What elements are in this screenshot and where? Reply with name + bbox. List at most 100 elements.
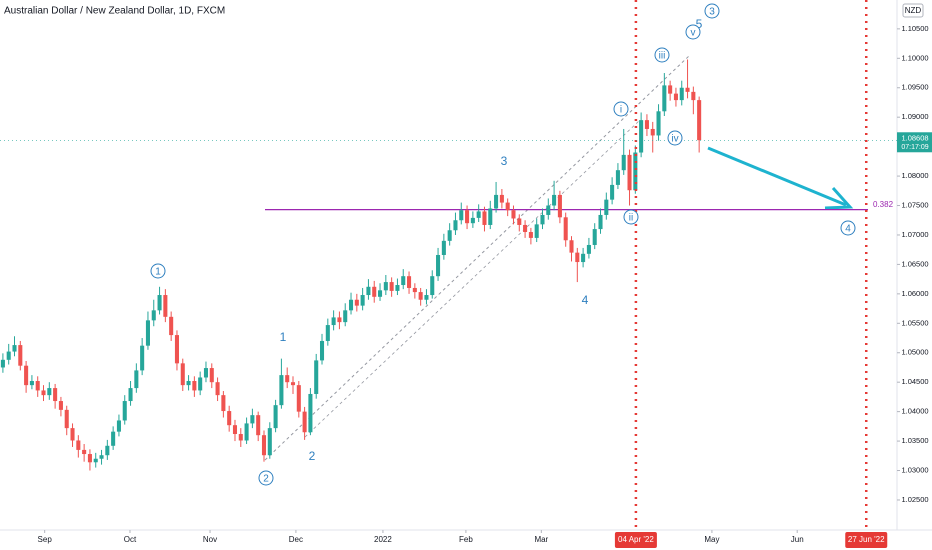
x-tick-label: Feb xyxy=(459,535,473,544)
candle-body xyxy=(58,401,63,410)
candle-body xyxy=(192,381,197,391)
wave-label: 3 xyxy=(501,154,508,168)
candle-body xyxy=(128,388,133,402)
candle-body xyxy=(598,214,603,230)
candle-body xyxy=(337,317,342,323)
candle-body xyxy=(331,317,336,326)
x-tick-label: Oct xyxy=(124,535,137,544)
candle-body xyxy=(12,345,17,352)
candle-body xyxy=(325,325,330,341)
countdown-label: 07:17:09 xyxy=(901,144,928,151)
wave-circle xyxy=(150,263,166,279)
y-tick-label: 1.07500 xyxy=(901,201,928,210)
wave-circle xyxy=(667,130,683,146)
candle-body xyxy=(650,128,655,136)
candle-body xyxy=(290,382,296,386)
candle-body xyxy=(47,388,52,396)
candle-body xyxy=(151,310,156,321)
x-tick-label: Dec xyxy=(289,535,303,544)
x-tick-label: Mar xyxy=(534,535,548,544)
candle-body xyxy=(87,454,92,463)
candle-body xyxy=(180,363,185,386)
candle-body xyxy=(528,232,533,238)
candle-body xyxy=(232,425,238,435)
wave-circle xyxy=(613,101,629,117)
candle-body xyxy=(348,299,354,311)
wave-label: v xyxy=(691,28,696,39)
projection-arrow-head xyxy=(824,186,854,210)
y-tick-label: 1.06000 xyxy=(901,289,928,298)
candle-body xyxy=(552,194,557,206)
candle-body xyxy=(604,199,609,215)
candle-body xyxy=(53,388,58,402)
candle-body xyxy=(93,458,98,463)
candle-body xyxy=(267,428,272,456)
wave-circle xyxy=(840,220,856,236)
candle-body xyxy=(256,415,261,436)
candle-body xyxy=(662,85,667,112)
y-tick-label: 1.09000 xyxy=(901,112,928,121)
y-tick-label: 1.06500 xyxy=(901,259,928,268)
candle-body xyxy=(116,420,121,432)
y-tick-label: 1.03000 xyxy=(901,466,928,475)
y-tick-label: 1.08000 xyxy=(901,171,928,180)
candle-body xyxy=(447,230,452,241)
candle-body xyxy=(157,295,162,311)
candle-body xyxy=(41,390,46,396)
candle-body xyxy=(314,360,319,394)
candle-body xyxy=(418,292,423,300)
candle-body xyxy=(244,423,249,441)
trend-line xyxy=(304,119,641,438)
candle-body xyxy=(511,210,516,219)
wave-label: iv xyxy=(671,134,678,145)
wave-label: 1 xyxy=(155,267,161,278)
candle-body xyxy=(76,440,81,450)
candle-body xyxy=(18,345,23,366)
candle-body xyxy=(441,240,446,255)
candle-body xyxy=(360,295,365,306)
y-tick-label: 1.09500 xyxy=(901,83,928,92)
candle-body xyxy=(6,351,11,360)
candle-body xyxy=(523,224,528,233)
candle-body xyxy=(575,252,580,263)
last-price-box xyxy=(897,132,932,153)
wave-label: 4 xyxy=(582,293,589,307)
candle-body xyxy=(430,276,435,296)
candle-body xyxy=(621,154,626,171)
last-price-label: 1.08608 xyxy=(901,133,928,142)
candle-body xyxy=(35,381,40,391)
wave-label: 1 xyxy=(280,330,287,344)
candle-body xyxy=(633,152,638,191)
candle-body xyxy=(105,445,110,456)
candle-body xyxy=(494,194,499,209)
candle-body xyxy=(644,120,649,129)
date-marker-box xyxy=(614,532,657,548)
candle-body xyxy=(238,434,243,441)
candle-body xyxy=(586,244,591,254)
candle-body xyxy=(163,295,168,317)
y-tick-label: 1.10500 xyxy=(901,24,928,33)
fib-level-label: 0.382 xyxy=(873,200,894,209)
candle-body xyxy=(563,217,568,241)
candle-body xyxy=(279,375,284,406)
candle-body xyxy=(383,282,388,291)
candle-body xyxy=(610,184,615,200)
candle-body xyxy=(261,435,267,456)
candle-body xyxy=(436,254,441,277)
candle-body xyxy=(401,276,406,286)
candle-body xyxy=(111,431,116,446)
candle-body xyxy=(64,409,69,429)
candle-body xyxy=(308,393,313,433)
candle-body xyxy=(296,385,301,412)
candle-body xyxy=(540,214,545,225)
candle-body xyxy=(82,449,87,455)
candle-body xyxy=(134,370,139,389)
candle-body xyxy=(343,310,348,323)
candle-body xyxy=(691,91,696,101)
date-marker-label: 27 Jun '22 xyxy=(848,535,885,544)
candle-body xyxy=(627,154,632,191)
wave-circle xyxy=(654,47,670,63)
candle-body xyxy=(174,335,179,364)
candle-body xyxy=(372,286,377,297)
candle-body xyxy=(122,401,127,421)
